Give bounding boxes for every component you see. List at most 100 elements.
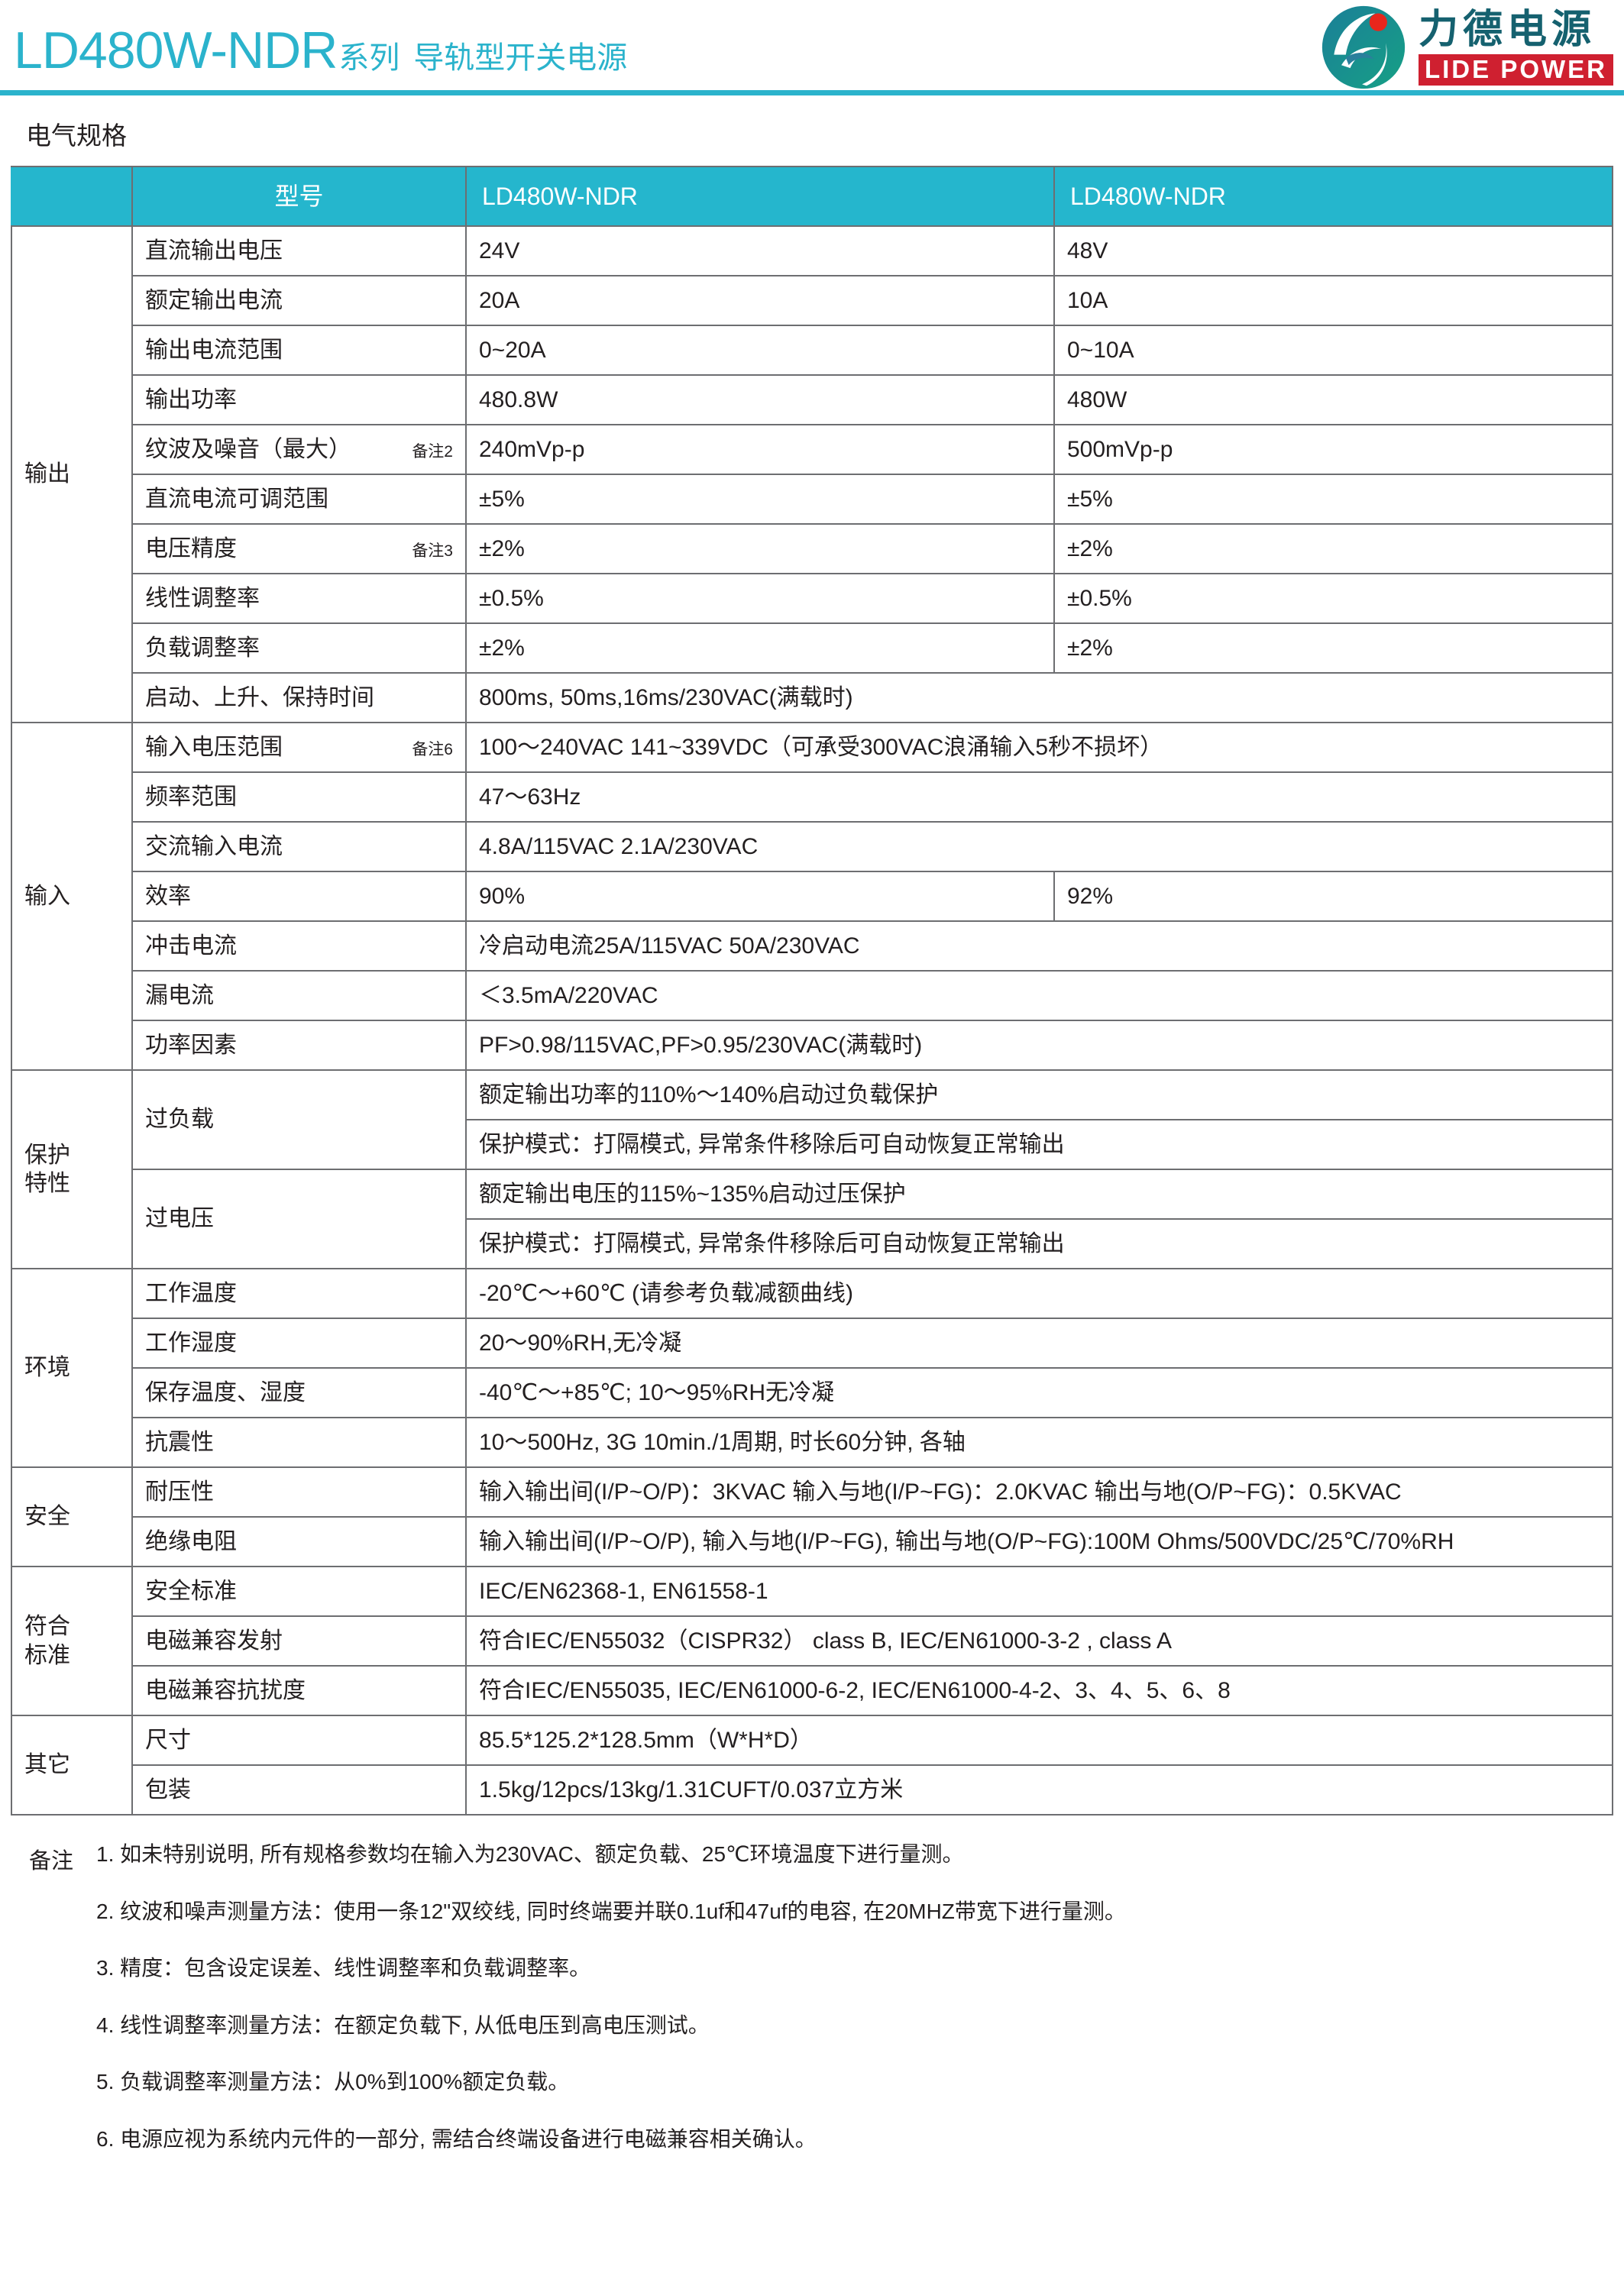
table-row: 绝缘电阻 输入输出间(I/P~O/P), 输入与地(I/P~FG), 输出与地(O… (11, 1516, 1613, 1567)
row-item-label: 频率范围 (131, 771, 467, 823)
row-item-label: 漏电流 (131, 970, 467, 1021)
row-value-col1: 保护模式：打隔模式, 异常条件移除后可自动恢复正常输出 (465, 1218, 1613, 1269)
row-item-label: 直流电流可调范围 (131, 474, 467, 525)
row-value-col1: 保护模式：打隔模式, 异常条件移除后可自动恢复正常输出 (465, 1119, 1613, 1170)
header-section-blank (11, 166, 133, 227)
table-row: 额定输出电流 20A 10A (11, 275, 1613, 326)
row-value-col1: 额定输出电压的115%~135%启动过压保护 (465, 1169, 1613, 1220)
row-value-col1: 1.5kg/12pcs/13kg/1.31CUFT/0.037立方米 (465, 1764, 1613, 1815)
row-value-col1: 24V (465, 225, 1055, 276)
table-row: 功率因素 PF>0.98/115VAC,PF>0.95/230VAC(满载时) (11, 1020, 1613, 1071)
row-item-label: 直流输出电压 (131, 225, 467, 276)
electrical-spec-table: 型号 LD480W-NDR LD480W-NDR 输出 直流输出电压 24V 48V 额… (11, 166, 1613, 1815)
row-item-label: 包装 (131, 1764, 467, 1815)
row-value-col1: IEC/EN62368-1, EN61558-1 (465, 1566, 1613, 1617)
section-label-5: 符合 标准 (11, 1566, 133, 1716)
row-item-label: 保存温度、湿度 (131, 1367, 467, 1418)
table-row: 保护模式：打隔模式, 异常条件移除后可自动恢复正常输出 (11, 1119, 1613, 1170)
section-label-4: 安全 (11, 1466, 133, 1567)
section-label-1: 输入 (11, 722, 133, 1071)
row-item-label: 电磁兼容发射 (131, 1615, 467, 1667)
table-body: 输出 直流输出电压 24V 48V 额定输出电流 20A 10A 输出电流范围 0~20A 0~1… (11, 225, 1613, 1815)
row-item-label: 交流输入电流 (131, 821, 467, 872)
row-item-label: 额定输出电流 (131, 275, 467, 326)
row-item-label: 尺寸 (131, 1715, 467, 1766)
table-header-row: 型号 LD480W-NDR LD480W-NDR (11, 166, 1613, 227)
row-value-col1: -40℃～+85℃; 10～95%RH无冷凝 (465, 1367, 1613, 1418)
row-value-col1: 90% (465, 871, 1055, 922)
row-item-label: 纹波及噪音（最大） 备注2 (131, 424, 467, 475)
row-item-label: 线性调整率 (131, 573, 467, 624)
table-row: 过电压 额定输出电压的115%~135%启动过压保护 (11, 1169, 1613, 1269)
row-value-col1: 100～240VAC 141~339VDC（可承受300VAC浪涌输入5秒不损坏… (465, 722, 1613, 773)
table-row: 保存温度、湿度 -40℃～+85℃; 10～95%RH无冷凝 (11, 1367, 1613, 1418)
row-item-label: 效率 (131, 871, 467, 922)
logo-wordmark: 力德电源 LIDE POWER (1418, 7, 1613, 86)
row-value-col1: 85.5*125.2*128.5mm（W*H*D） (465, 1715, 1613, 1766)
table-row: 包装 1.5kg/12pcs/13kg/1.31CUFT/0.037立方米 (11, 1764, 1613, 1815)
page-header: LD480W-NDR 系列 导轨型开关电源 力德电源 LIDE POWER (0, 0, 1624, 90)
row-value-col1: 240mVp-p (465, 424, 1055, 475)
note-item: 6. 电源应视为系统内元件的一部分, 需结合终端设备进行电磁兼容相关确认。 (96, 2126, 817, 2151)
row-value-col1: 20A (465, 275, 1055, 326)
table-row: 负载调整率 ±2% ±2% (11, 622, 1613, 674)
row-value-col1: PF>0.98/115VAC,PF>0.95/230VAC(满载时) (465, 1020, 1613, 1071)
header-model-col1: LD480W-NDR (465, 166, 1055, 227)
row-value-col2: ±5% (1053, 474, 1613, 525)
table-row: 纹波及噪音（最大） 备注2 240mVp-p 500mVp-p (11, 424, 1613, 475)
row-value-col1: 符合IEC/EN55035, IEC/EN61000-6-2, IEC/EN61… (465, 1665, 1613, 1716)
row-item-note-ref: 备注3 (412, 542, 453, 560)
section-label-3: 环境 (11, 1268, 133, 1468)
table-row: 电压精度 备注3 ±2% ±2% (11, 523, 1613, 574)
logo-chinese-name: 力德电源 (1418, 7, 1596, 52)
row-item-label: 过电压 (131, 1169, 467, 1269)
row-value-col1: 480.8W (465, 374, 1055, 425)
table-row: 工作湿度 20～90%RH,无冷凝 (11, 1318, 1613, 1369)
logo-english-name: LIDE POWER (1418, 54, 1613, 86)
row-item-label: 输出功率 (131, 374, 467, 425)
table-row: 电磁兼容发射 符合IEC/EN55032（CISPR32） class B, IE… (11, 1615, 1613, 1667)
row-value-col2: ±2% (1053, 523, 1613, 574)
row-value-col1: ±2% (465, 622, 1055, 674)
notes-list: 1. 如未特别说明, 所有规格参数均在输入为230VAC、额定负载、25℃环境温… (96, 1841, 1126, 2152)
notes-block: 备注 1. 如未特别说明, 所有规格参数均在输入为230VAC、额定负载、25℃… (29, 1841, 1624, 2152)
row-value-col1: 4.8A/115VAC 2.1A/230VAC (465, 821, 1613, 872)
table-row: 输出电流范围 0~20A 0~10A (11, 325, 1613, 376)
row-value-col1: 冷启动电流25A/115VAC 50A/230VAC (465, 920, 1613, 972)
brand-logo: 力德电源 LIDE POWER (1319, 3, 1613, 92)
note-item: 3. 精度：包含设定误差、线性调整率和负载调整率。 (96, 1956, 591, 1980)
section-label-2: 保护 特性 (11, 1069, 133, 1269)
row-item-label: 耐压性 (131, 1466, 467, 1518)
row-value-col1: 800ms, 50ms,16ms/230VAC(满载时) (465, 672, 1613, 723)
table-row: 符合 标准 安全标准 IEC/EN62368-1, EN61558-1 (11, 1566, 1613, 1716)
note-item: 4. 线性调整率测量方法：在额定负载下, 从低电压到高电压测试。 (96, 2013, 710, 2037)
row-value-col1: 20～90%RH,无冷凝 (465, 1318, 1613, 1369)
row-value-col1: 额定输出功率的110%～140%启动过负载保护 (465, 1069, 1613, 1120)
table-row: 输出 直流输出电压 24V 48V (11, 225, 1613, 723)
header-divider (0, 90, 1624, 95)
note-item: 5. 负载调整率测量方法：从0%到100%额定负载。 (96, 2070, 570, 2094)
row-value-col1: -20℃～+60℃ (请参考负载减额曲线) (465, 1268, 1613, 1319)
table-row: 保护 特性 过负载 额定输出功率的110%～140%启动过负载保护 (11, 1069, 1613, 1269)
table-row: 输入 输入电压范围 备注6 100～240VAC 141~339VDC（可承受300V… (11, 722, 1613, 1071)
row-value-col1: 符合IEC/EN55032（CISPR32） class B, IEC/EN61… (465, 1615, 1613, 1667)
title-description: 导轨型开关电源 (413, 41, 628, 75)
table-row: 启动、上升、保持时间 800ms, 50ms,16ms/230VAC(满载时) (11, 672, 1613, 723)
row-value-col2: 500mVp-p (1053, 424, 1613, 475)
table-row: 冲击电流 冷启动电流25A/115VAC 50A/230VAC (11, 920, 1613, 972)
table-row: 其它 尺寸 85.5*125.2*128.5mm（W*H*D） (11, 1715, 1613, 1815)
note-item: 1. 如未特别说明, 所有规格参数均在输入为230VAC、额定负载、25℃环境温… (96, 1842, 964, 1866)
row-item-label: 电压精度 备注3 (131, 523, 467, 574)
row-value-col1: 输入输出间(I/P~O/P), 输入与地(I/P~FG), 输出与地(O/P~F… (465, 1516, 1613, 1567)
table-row: 线性调整率 ±0.5% ±0.5% (11, 573, 1613, 624)
row-value-col2: 10A (1053, 275, 1613, 326)
row-item-label: 输出电流范围 (131, 325, 467, 376)
page-title: LD480W-NDR 系列 导轨型开关电源 (14, 24, 627, 76)
section-label-6: 其它 (11, 1715, 133, 1815)
row-value-col2: 480W (1053, 374, 1613, 425)
notes-label: 备注 (29, 1849, 74, 1874)
row-value-col2: 92% (1053, 871, 1613, 922)
table-row: 交流输入电流 4.8A/115VAC 2.1A/230VAC (11, 821, 1613, 872)
section-label-0: 输出 (11, 225, 133, 723)
lide-power-mark-icon (1322, 5, 1406, 89)
